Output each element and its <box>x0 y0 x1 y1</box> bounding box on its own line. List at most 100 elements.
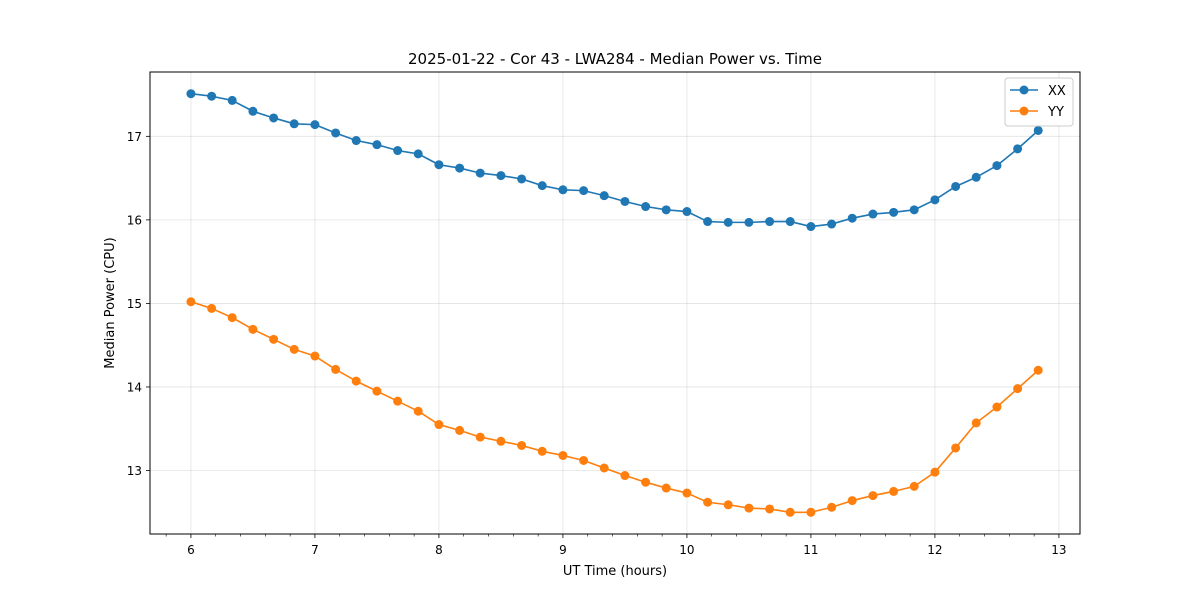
legend-entry-yy: YY <box>1010 105 1064 120</box>
data-point-yy <box>1013 384 1023 394</box>
data-point-xx <box>248 106 258 116</box>
x-tick-label: 6 <box>187 543 195 557</box>
data-point-yy <box>620 471 630 481</box>
data-point-xx <box>723 217 733 227</box>
data-point-yy <box>682 488 692 498</box>
data-point-yy <box>269 334 279 344</box>
data-point-xx <box>496 171 506 181</box>
data-point-yy <box>744 503 754 513</box>
data-point-yy <box>186 297 196 307</box>
data-point-yy <box>517 440 527 450</box>
series-yy <box>186 297 1043 517</box>
x-tick-label: 12 <box>927 543 942 557</box>
data-point-xx <box>620 196 630 206</box>
data-point-yy <box>434 420 444 430</box>
data-point-xx <box>537 181 547 191</box>
data-point-xx <box>186 89 196 99</box>
data-point-yy <box>971 418 981 428</box>
data-point-yy <box>248 324 258 334</box>
data-point-yy <box>372 386 382 396</box>
data-point-xx <box>785 217 795 227</box>
data-point-yy <box>703 497 713 507</box>
data-point-yy <box>930 467 940 477</box>
data-point-yy <box>579 455 589 465</box>
data-point-xx <box>455 163 465 173</box>
data-point-yy <box>1033 365 1043 375</box>
data-point-xx <box>558 185 568 195</box>
data-point-yy <box>723 500 733 510</box>
data-point-xx <box>579 186 589 196</box>
data-point-yy <box>889 486 899 496</box>
data-point-yy <box>475 432 485 442</box>
data-point-yy <box>455 425 465 435</box>
data-point-yy <box>951 443 961 453</box>
data-point-yy <box>909 481 919 491</box>
data-point-yy <box>847 496 857 506</box>
data-point-yy <box>827 502 837 512</box>
data-point-xx <box>992 161 1002 171</box>
data-point-yy <box>785 507 795 517</box>
data-point-yy <box>289 344 299 354</box>
data-point-yy <box>868 491 878 501</box>
series-xx <box>186 89 1043 232</box>
data-point-xx <box>434 160 444 170</box>
y-tick-label: 16 <box>127 213 142 227</box>
data-point-yy <box>558 450 568 460</box>
x-tick-label: 9 <box>559 543 567 557</box>
y-tick-label: 14 <box>127 380 142 394</box>
data-point-xx <box>331 128 341 138</box>
data-point-xx <box>868 209 878 219</box>
data-point-xx <box>393 146 403 156</box>
data-point-xx <box>951 181 961 191</box>
data-point-yy <box>599 463 609 473</box>
data-point-yy <box>351 376 361 386</box>
data-point-xx <box>827 219 837 229</box>
data-point-xx <box>703 217 713 227</box>
data-point-yy <box>496 436 506 446</box>
data-point-xx <box>661 205 671 215</box>
data-point-xx <box>517 174 527 184</box>
y-tick-label: 13 <box>127 464 142 478</box>
data-point-xx <box>413 149 423 159</box>
data-point-xx <box>682 207 692 217</box>
data-point-xx <box>475 168 485 178</box>
y-axis-label: Median Power (CPU) <box>103 237 118 368</box>
data-point-xx <box>765 217 775 227</box>
data-point-xx <box>227 95 237 105</box>
data-point-xx <box>351 136 361 146</box>
chart-title: 2025-01-22 - Cor 43 - LWA284 - Median Po… <box>408 50 822 68</box>
data-point-yy <box>227 313 237 323</box>
data-point-xx <box>207 91 217 101</box>
data-point-yy <box>992 402 1002 412</box>
grid <box>150 72 1080 534</box>
data-point-yy <box>331 364 341 374</box>
data-point-xx <box>599 191 609 201</box>
data-point-yy <box>537 446 547 456</box>
x-tick-label: 8 <box>435 543 443 557</box>
data-point-xx <box>641 202 651 212</box>
data-point-yy <box>393 396 403 406</box>
y-tick-label: 17 <box>127 130 142 144</box>
data-point-xx <box>744 217 754 227</box>
data-point-xx <box>310 120 320 130</box>
data-point-yy <box>310 351 320 361</box>
data-point-xx <box>806 222 816 232</box>
x-tick-label: 7 <box>311 543 319 557</box>
data-point-xx <box>289 119 299 129</box>
legend-marker-xx <box>1019 85 1029 95</box>
legend-marker-yy <box>1019 106 1029 116</box>
legend-label-xx: XX <box>1048 84 1066 99</box>
data-point-xx <box>372 140 382 150</box>
series-layer <box>186 89 1043 517</box>
plot-frame <box>149 71 1081 535</box>
data-point-yy <box>207 303 217 313</box>
data-point-xx <box>889 207 899 217</box>
ticks: 6 7 8 9 10 11 12 13 13 14 15 16 17 <box>127 130 1067 557</box>
y-tick-label: 15 <box>127 297 142 311</box>
data-point-yy <box>661 483 671 493</box>
x-tick-label: 10 <box>679 543 694 557</box>
data-point-xx <box>971 172 981 182</box>
